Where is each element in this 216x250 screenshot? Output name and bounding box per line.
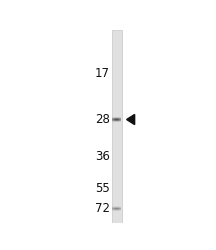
Polygon shape	[127, 114, 135, 124]
Bar	[111, 30, 122, 222]
Text: 55: 55	[95, 182, 110, 195]
Text: 17: 17	[95, 67, 110, 80]
Text: 72: 72	[95, 202, 110, 215]
Text: 28: 28	[95, 113, 110, 126]
Text: 36: 36	[95, 150, 110, 162]
